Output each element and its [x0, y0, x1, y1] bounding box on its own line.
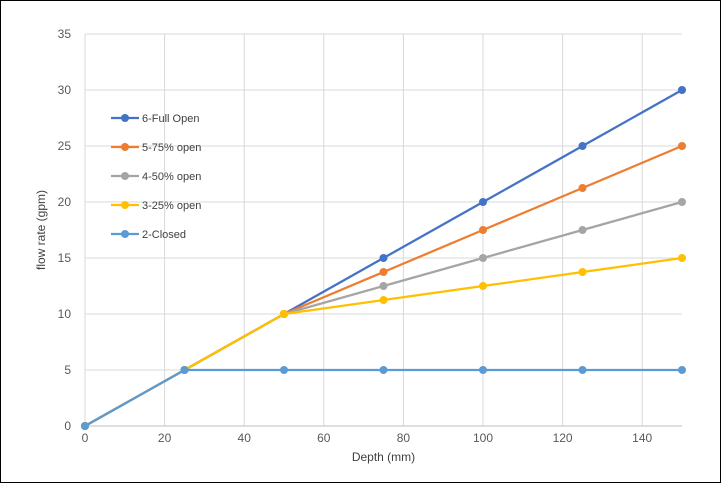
data-point — [678, 198, 686, 206]
data-point — [678, 366, 686, 374]
series — [81, 86, 686, 430]
x-tick-label: 0 — [82, 431, 89, 445]
series-3-25-open — [81, 254, 686, 430]
legend-swatch-marker — [121, 172, 129, 180]
legend-item: 2-Closed — [111, 229, 186, 241]
data-point — [578, 142, 587, 150]
data-point — [479, 198, 487, 206]
legend-label: 4-50% open — [142, 171, 201, 183]
data-point — [81, 422, 89, 430]
y-tick-label: 20 — [58, 195, 72, 209]
y-tick-label: 35 — [58, 27, 72, 41]
legend-item: 5-75% open — [111, 142, 201, 154]
legend-label: 5-75% open — [142, 142, 201, 154]
data-point — [678, 254, 686, 262]
series-2-closed — [81, 366, 686, 430]
data-point — [578, 226, 587, 234]
axes: 0 5 10 15 20 25 30 35 0 20 40 60 80 100 120 140 — [58, 27, 682, 445]
x-tick-label: 80 — [397, 431, 411, 445]
x-tick-label: 60 — [317, 431, 331, 445]
y-axis-title: flow rate (gpm) — [34, 190, 48, 270]
x-tick-label: 40 — [238, 431, 252, 445]
legend-item: 4-50% open — [111, 171, 201, 183]
data-point — [578, 366, 587, 374]
data-point — [180, 366, 189, 374]
data-point — [379, 366, 388, 374]
y-tick-label: 10 — [58, 307, 72, 321]
x-tick-label: 120 — [553, 431, 573, 445]
legend-swatch-marker — [121, 114, 129, 122]
y-tick-label: 5 — [64, 363, 71, 377]
y-tick-label: 30 — [58, 83, 72, 97]
x-tick-label: 100 — [473, 431, 493, 445]
data-point — [578, 268, 587, 276]
data-point — [379, 282, 388, 290]
legend-swatch-marker — [121, 230, 129, 238]
legend: 6-Full Open 5-75% open 4-50% open 3-25% ope… — [111, 113, 201, 241]
data-point — [379, 254, 388, 262]
legend-label: 6-Full Open — [142, 113, 199, 125]
legend-label: 3-25% open — [142, 200, 201, 212]
legend-label: 2-Closed — [142, 229, 186, 241]
legend-swatch-marker — [121, 143, 129, 151]
data-point — [479, 366, 487, 374]
legend-item: 6-Full Open — [111, 113, 199, 125]
data-point — [280, 310, 288, 318]
data-point — [479, 226, 487, 234]
data-point — [280, 366, 288, 374]
data-point — [479, 254, 487, 262]
data-point — [678, 142, 686, 150]
y-tick-label: 15 — [58, 251, 72, 265]
data-point — [678, 86, 686, 94]
x-tick-label: 140 — [632, 431, 652, 445]
y-tick-label: 25 — [58, 139, 72, 153]
legend-swatch-marker — [121, 201, 129, 209]
y-tick-label: 0 — [64, 419, 71, 433]
data-point — [578, 184, 587, 192]
legend-item: 3-25% open — [111, 200, 201, 212]
x-tick-label: 20 — [158, 431, 172, 445]
data-point — [479, 282, 487, 290]
data-point — [379, 268, 388, 276]
x-axis-title: Depth (mm) — [352, 450, 415, 464]
data-point — [379, 296, 388, 304]
series-line — [84, 368, 682, 427]
